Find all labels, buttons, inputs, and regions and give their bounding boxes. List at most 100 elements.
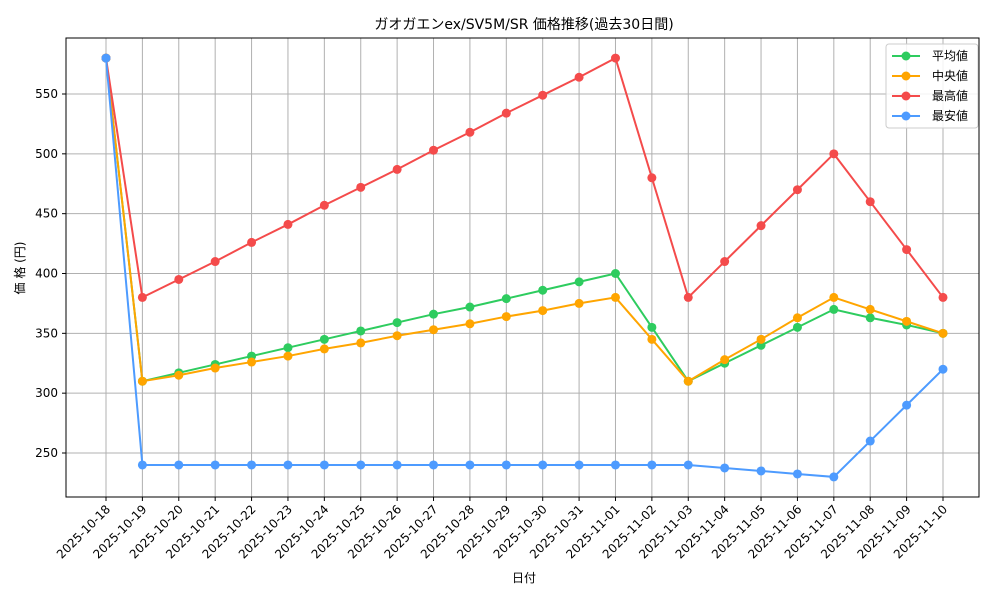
data-point: [720, 463, 730, 473]
data-point: [902, 245, 912, 255]
data-point: [392, 460, 402, 470]
data-point: [247, 237, 257, 247]
data-point: [647, 173, 657, 183]
data-point: [720, 257, 730, 267]
data-point: [829, 304, 839, 314]
y-tick-label: 550: [35, 87, 58, 101]
data-point: [865, 436, 875, 446]
chart-title: ガオガエンex/SV5M/SR 価格推移(過去30日間): [374, 17, 673, 33]
data-point: [538, 460, 548, 470]
data-point: [792, 185, 802, 195]
legend-entry: 中央値: [932, 68, 968, 83]
data-point: [429, 325, 439, 335]
data-point: [756, 221, 766, 231]
data-point: [319, 460, 329, 470]
data-point: [356, 460, 366, 470]
y-tick-label: 250: [35, 446, 58, 460]
data-point: [392, 164, 402, 174]
data-point: [429, 309, 439, 319]
data-point: [792, 469, 802, 479]
y-tick-label: 400: [35, 267, 58, 281]
data-point: [574, 72, 584, 82]
data-point: [610, 460, 620, 470]
series-最高値: [101, 53, 948, 302]
x-axis: 2025-10-182025-10-192025-10-202025-10-21…: [54, 497, 950, 561]
data-point: [283, 343, 293, 353]
data-point: [392, 318, 402, 328]
data-point: [501, 294, 511, 304]
x-axis-label: 日付: [512, 571, 536, 585]
data-point: [538, 285, 548, 295]
data-point: [429, 145, 439, 155]
data-point: [647, 460, 657, 470]
data-point: [756, 466, 766, 476]
data-point: [792, 313, 802, 323]
data-point: [356, 338, 366, 348]
data-point: [319, 344, 329, 354]
data-point: [647, 322, 657, 332]
data-point: [610, 292, 620, 302]
data-point: [174, 460, 184, 470]
grid-lines: [66, 38, 979, 497]
data-point: [247, 357, 257, 367]
data-point: [938, 364, 948, 374]
data-point: [319, 334, 329, 344]
data-point: [829, 292, 839, 302]
data-point: [465, 302, 475, 312]
data-point: [210, 363, 220, 373]
series-最安値: [101, 53, 948, 482]
data-point: [501, 460, 511, 470]
data-point: [574, 298, 584, 308]
data-point: [283, 351, 293, 361]
data-point: [683, 292, 693, 302]
data-point: [829, 472, 839, 482]
data-point: [720, 355, 730, 365]
series-lines: [101, 53, 948, 482]
data-point: [829, 149, 839, 159]
data-point: [865, 304, 875, 314]
y-tick-label: 500: [35, 147, 58, 161]
plot-frame: [65, 37, 980, 498]
data-point: [610, 269, 620, 278]
data-point: [610, 53, 620, 63]
data-point: [283, 219, 293, 229]
data-point: [429, 460, 439, 470]
data-point: [501, 312, 511, 322]
data-point: [501, 108, 511, 118]
data-point: [574, 460, 584, 470]
data-point: [210, 460, 220, 470]
data-point: [247, 460, 257, 470]
legend-entry: 最安値: [932, 108, 968, 123]
legend-entry: 最高値: [932, 88, 968, 103]
data-point: [938, 292, 948, 302]
data-point: [137, 376, 147, 386]
data-point: [574, 277, 584, 287]
data-point: [137, 292, 147, 302]
data-point: [174, 274, 184, 284]
data-point: [392, 331, 402, 341]
legend-entry: 平均値: [932, 48, 968, 63]
data-point: [283, 460, 293, 470]
data-point: [465, 319, 475, 329]
y-tick-label: 450: [35, 207, 58, 221]
data-point: [938, 328, 948, 338]
data-point: [101, 53, 111, 63]
data-point: [538, 90, 548, 100]
data-point: [902, 316, 912, 326]
data-point: [792, 322, 802, 332]
data-point: [756, 334, 766, 344]
data-point: [683, 460, 693, 470]
data-point: [647, 334, 657, 344]
data-point: [865, 313, 875, 323]
data-point: [356, 182, 366, 192]
data-point: [465, 127, 475, 137]
y-tick-label: 350: [35, 326, 58, 340]
data-point: [174, 370, 184, 380]
data-point: [865, 197, 875, 207]
data-point: [902, 400, 912, 410]
data-point: [538, 306, 548, 316]
data-point: [683, 376, 693, 386]
